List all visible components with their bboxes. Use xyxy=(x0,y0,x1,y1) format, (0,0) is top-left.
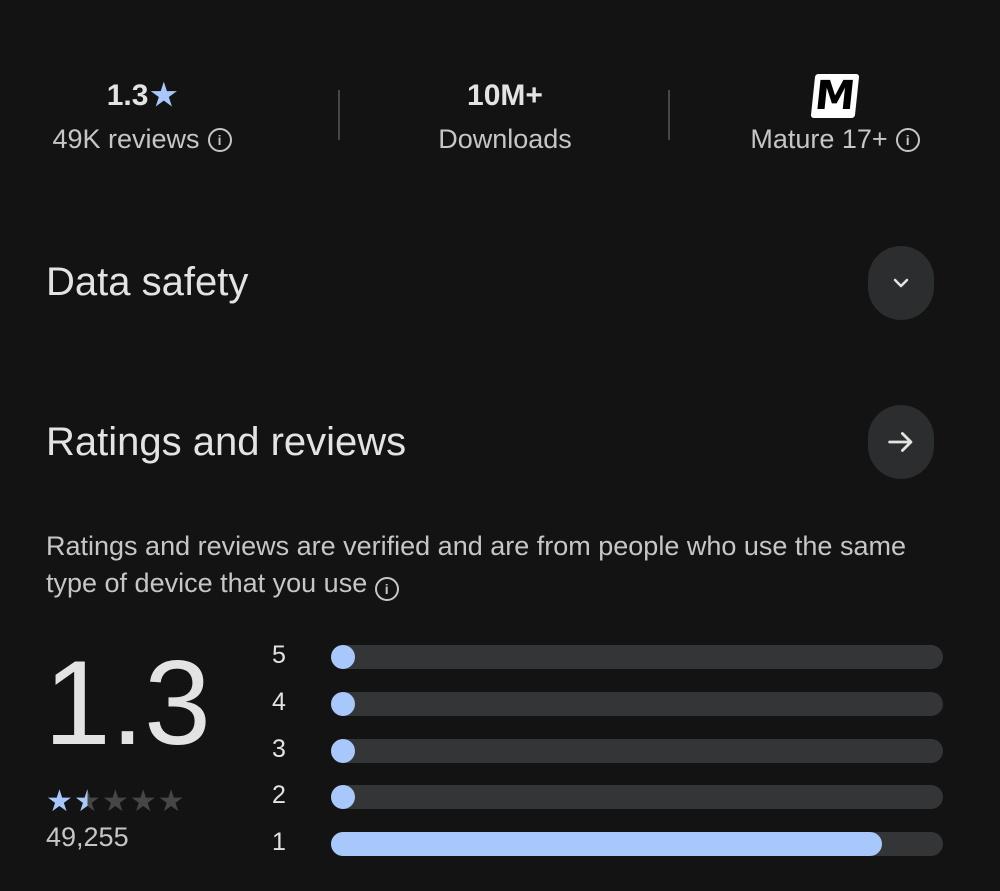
star-icon: ★ xyxy=(73,785,101,818)
divider xyxy=(668,90,670,140)
rating-row-label: 2 xyxy=(272,781,286,810)
rating-row-label: 4 xyxy=(272,687,286,716)
content-rating-label: Mature 17+ xyxy=(750,124,888,154)
info-icon[interactable]: i xyxy=(207,127,232,152)
rating-row-4: 4 xyxy=(272,688,944,716)
chevron-down-icon xyxy=(893,278,909,288)
esrb-mature-logo: M xyxy=(810,73,860,119)
rating-row-5: 5 xyxy=(272,641,944,669)
star-icon: ★ xyxy=(129,785,157,818)
info-icon[interactable]: i xyxy=(374,577,399,601)
rating-bar-fill xyxy=(331,738,355,763)
rating-bar-fill xyxy=(331,645,355,669)
ratings-title[interactable]: Ratings and reviews xyxy=(46,420,407,464)
rating-bar-fill xyxy=(331,832,882,857)
average-rating: 1.3 xyxy=(44,636,211,770)
downloads-label: Downloads xyxy=(438,124,572,154)
info-icon[interactable]: i xyxy=(895,127,920,152)
rating-row-2: 2 xyxy=(272,781,944,810)
rating-bar-track xyxy=(331,785,943,810)
ratings-description: Ratings and reviews are verified and are… xyxy=(46,528,946,602)
data-safety-expand-button[interactable] xyxy=(868,246,934,320)
rating-bar-track xyxy=(331,691,943,716)
star-icon: ★ xyxy=(150,79,178,112)
rating-bar-track xyxy=(331,738,943,763)
stat-rating: 1.3 ★ 49K reviews i xyxy=(12,74,272,155)
rating-value: 1.3 xyxy=(106,79,149,112)
arrow-right-icon xyxy=(888,432,913,452)
rating-row-label: 1 xyxy=(272,828,286,857)
star-icon: ★ xyxy=(46,785,73,818)
rating-row-3: 3 xyxy=(272,735,944,763)
divider xyxy=(338,90,340,140)
stat-content-rating: M Mature 17+ i xyxy=(705,73,965,155)
rating-row-label: 3 xyxy=(272,734,286,763)
stat-downloads: 10M+ Downloads xyxy=(375,74,635,155)
reviews-label: 49K reviews xyxy=(52,124,200,154)
data-safety-title[interactable]: Data safety xyxy=(46,260,249,304)
downloads-value: 10M+ xyxy=(467,79,543,112)
star-rating: ★ ★ ★ ★ ★ xyxy=(46,787,185,817)
rating-row-1: 1 xyxy=(272,828,944,857)
star-icon: ★ xyxy=(101,785,129,818)
rating-bar-track xyxy=(331,832,943,857)
rating-row-label: 5 xyxy=(272,641,286,669)
rating-bar-fill xyxy=(331,785,355,810)
star-icon: ★ xyxy=(157,785,185,818)
rating-bar-track xyxy=(331,645,943,669)
description-text: Ratings and reviews are verified and are… xyxy=(46,531,906,598)
ratings-open-button[interactable] xyxy=(868,405,934,479)
review-count: 49,255 xyxy=(46,822,129,852)
rating-bar-fill xyxy=(331,691,355,716)
